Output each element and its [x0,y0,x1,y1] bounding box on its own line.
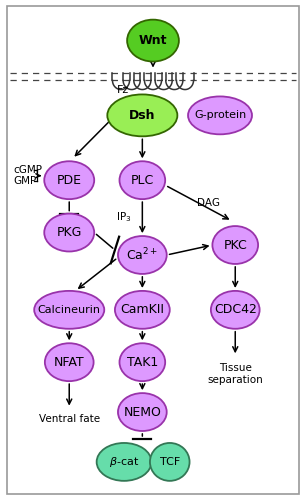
Text: DAG: DAG [197,198,220,207]
Ellipse shape [44,161,94,199]
Text: Dsh: Dsh [129,109,155,122]
Text: Fz: Fz [116,86,129,96]
Ellipse shape [44,214,94,252]
Text: Ca$^{2+}$: Ca$^{2+}$ [126,246,159,264]
Text: G-protein: G-protein [194,110,246,120]
Text: cGMP: cGMP [13,165,43,175]
Ellipse shape [97,443,151,481]
Ellipse shape [119,343,165,381]
Text: NFAT: NFAT [54,356,84,368]
Text: TAK1: TAK1 [127,356,158,368]
Ellipse shape [188,96,252,134]
Ellipse shape [211,291,259,329]
Text: Ventral fate: Ventral fate [39,414,100,424]
Ellipse shape [118,393,167,431]
Text: PDE: PDE [57,174,82,186]
Text: IP$_3$: IP$_3$ [116,210,132,224]
Text: PKC: PKC [223,238,247,252]
Ellipse shape [127,20,179,61]
Ellipse shape [107,94,177,136]
Text: PLC: PLC [131,174,154,186]
Text: GMP: GMP [13,176,37,186]
Text: $\beta$-cat: $\beta$-cat [109,455,139,469]
Ellipse shape [118,236,167,274]
Text: Wnt: Wnt [139,34,167,47]
Ellipse shape [212,226,258,264]
Text: Calcineurin: Calcineurin [38,305,101,315]
Ellipse shape [45,343,94,381]
Text: NEMO: NEMO [123,406,161,418]
Ellipse shape [34,291,104,329]
Text: CDC42: CDC42 [214,304,257,316]
Text: CamKII: CamKII [120,304,164,316]
Text: TCF: TCF [160,457,180,467]
Ellipse shape [115,291,170,329]
Ellipse shape [119,161,165,199]
Text: Tissue
separation: Tissue separation [207,362,263,385]
Text: PKG: PKG [57,226,82,239]
Ellipse shape [150,443,189,481]
